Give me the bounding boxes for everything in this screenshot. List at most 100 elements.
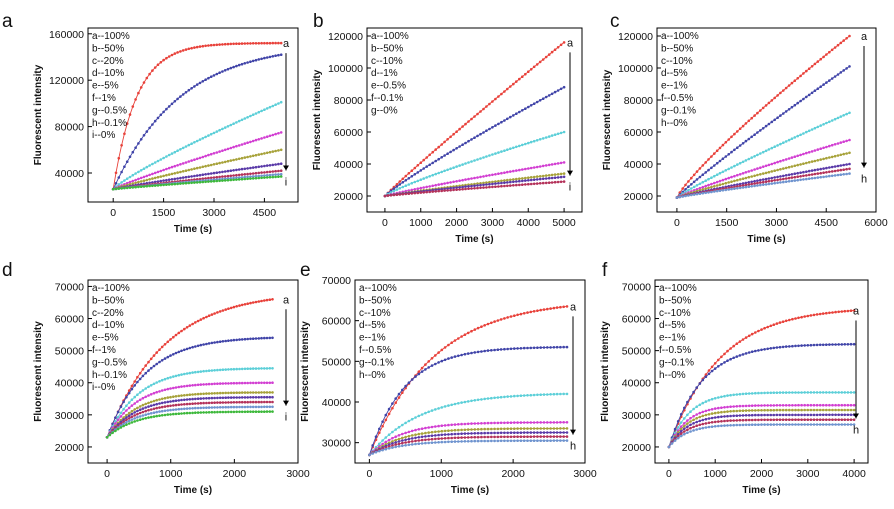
data-point	[205, 369, 208, 373]
y-tick-label: 20000	[55, 442, 84, 454]
data-point	[271, 400, 274, 404]
data-point	[119, 422, 123, 426]
data-point	[391, 446, 394, 449]
data-point	[542, 439, 546, 443]
data-point	[509, 427, 513, 431]
data-point	[210, 341, 214, 345]
y-tick-label: 40000	[55, 378, 84, 390]
data-point	[238, 391, 241, 395]
plot-frame	[366, 27, 583, 213]
data-point	[251, 391, 255, 394]
data-point	[753, 114, 756, 117]
data-point	[757, 349, 760, 352]
legend-entry: c--10%	[371, 56, 403, 67]
data-point	[172, 399, 175, 403]
data-point	[397, 392, 401, 396]
x-tick-label: 2000	[501, 468, 525, 480]
data-point	[389, 191, 393, 194]
data-point	[800, 391, 803, 394]
legend-entry: f--1%	[92, 345, 116, 356]
data-point	[229, 401, 233, 404]
data-point	[218, 310, 222, 313]
y-tick-label: 60000	[622, 314, 651, 326]
data-point	[196, 392, 200, 396]
data-point	[263, 410, 266, 414]
data-point	[138, 398, 142, 402]
legend-entry: a--100%	[661, 31, 699, 42]
data-point	[183, 394, 186, 397]
data-point	[427, 434, 431, 438]
data-point	[163, 396, 167, 400]
data-point	[825, 81, 828, 84]
y-tick-label: 50000	[622, 346, 651, 358]
data-point	[770, 99, 774, 102]
data-point	[692, 429, 695, 432]
data-point	[825, 391, 828, 394]
data-point	[698, 189, 702, 192]
data-point	[142, 167, 146, 170]
data-point	[257, 381, 261, 385]
data-point	[173, 52, 177, 55]
data-point	[529, 178, 533, 182]
data-point	[218, 179, 221, 183]
data-point	[437, 183, 441, 186]
data-point	[213, 410, 216, 414]
data-point	[476, 428, 480, 431]
data-point	[787, 84, 791, 87]
data-point	[788, 423, 791, 426]
data-point	[155, 381, 158, 384]
data-point	[440, 359, 444, 363]
data-point	[201, 155, 205, 159]
data-point	[212, 163, 216, 166]
data-point	[204, 180, 207, 184]
data-point	[130, 404, 134, 407]
data-point	[268, 391, 272, 394]
data-point	[158, 360, 161, 364]
data-point	[232, 401, 236, 404]
data-point	[845, 37, 848, 40]
data-point	[173, 182, 177, 186]
data-point	[718, 189, 722, 192]
data-point	[756, 179, 759, 182]
data-point	[227, 396, 230, 399]
data-point	[187, 181, 191, 185]
data-point	[223, 126, 227, 129]
data-point	[506, 421, 510, 425]
data-point	[224, 368, 227, 371]
data-point	[149, 415, 153, 419]
data-point	[169, 387, 172, 390]
data-point	[480, 350, 483, 353]
data-point	[265, 174, 269, 177]
data-point	[138, 415, 142, 418]
data-point	[764, 124, 768, 128]
data-point	[529, 104, 533, 107]
data-point	[198, 173, 202, 177]
data-point	[392, 189, 396, 193]
data-point	[428, 153, 432, 157]
data-point	[676, 420, 680, 423]
data-point	[793, 103, 797, 107]
data-point	[279, 172, 283, 176]
data-point	[467, 185, 470, 188]
data-point	[496, 431, 500, 435]
data-point	[470, 329, 473, 333]
data-point	[796, 171, 799, 175]
data-point	[243, 405, 247, 409]
data-point	[125, 186, 129, 190]
data-point	[763, 408, 766, 412]
data-point	[116, 418, 120, 422]
data-point	[729, 410, 732, 413]
data-point	[559, 439, 562, 442]
data-point	[153, 184, 157, 187]
data-point	[773, 179, 776, 182]
data-point	[268, 55, 272, 59]
data-point	[458, 188, 461, 191]
data-point	[822, 171, 825, 174]
data-point	[443, 433, 447, 436]
data-point	[125, 181, 129, 185]
data-point	[419, 186, 423, 190]
data-point	[778, 391, 782, 394]
data-point	[387, 412, 391, 416]
data-point	[802, 132, 805, 135]
data-point	[401, 388, 404, 392]
